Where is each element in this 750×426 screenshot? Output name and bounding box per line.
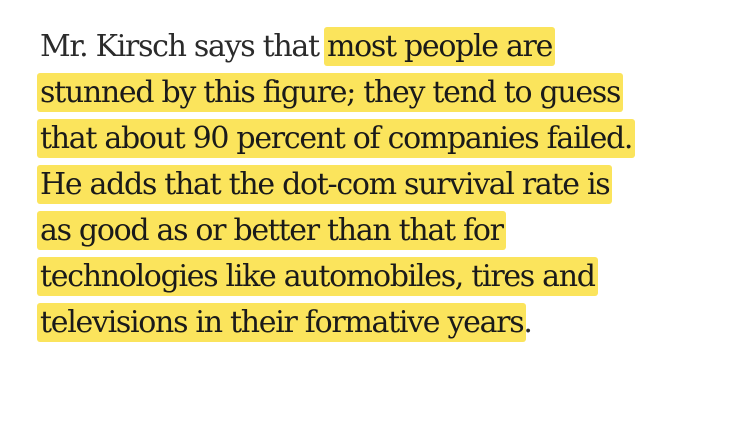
plain-text: . [523,305,533,340]
plain-text: Mr. Kirsch says that [40,29,327,64]
text-line-3: that about 90 percent of companies faile… [37,116,740,162]
text-line-4: He adds that the dot-com survival rate i… [37,162,740,208]
highlighted-text[interactable]: He adds that the dot-com survival rate i… [37,165,613,204]
text-line-6: technologies like automobiles, tires and [37,254,740,300]
highlighted-text[interactable]: televisions in their formative years [37,303,527,342]
text-line-2: stunned by this figure; they tend to gue… [37,70,740,116]
highlighted-text[interactable]: most people are [323,27,556,66]
text-line-1: Mr. Kirsch says that most people are [40,24,740,70]
highlighted-text[interactable]: that about 90 percent of companies faile… [37,119,636,158]
highlighted-text[interactable]: stunned by this figure; they tend to gue… [37,73,624,112]
article-paragraph: Mr. Kirsch says that most people are stu… [37,24,740,346]
highlighted-text[interactable]: technologies like automobiles, tires and [37,257,598,296]
text-line-5: as good as or better than that for [37,208,740,254]
text-line-7: televisions in their formative years. [37,300,740,346]
highlighted-text[interactable]: as good as or better than that for [37,211,506,250]
